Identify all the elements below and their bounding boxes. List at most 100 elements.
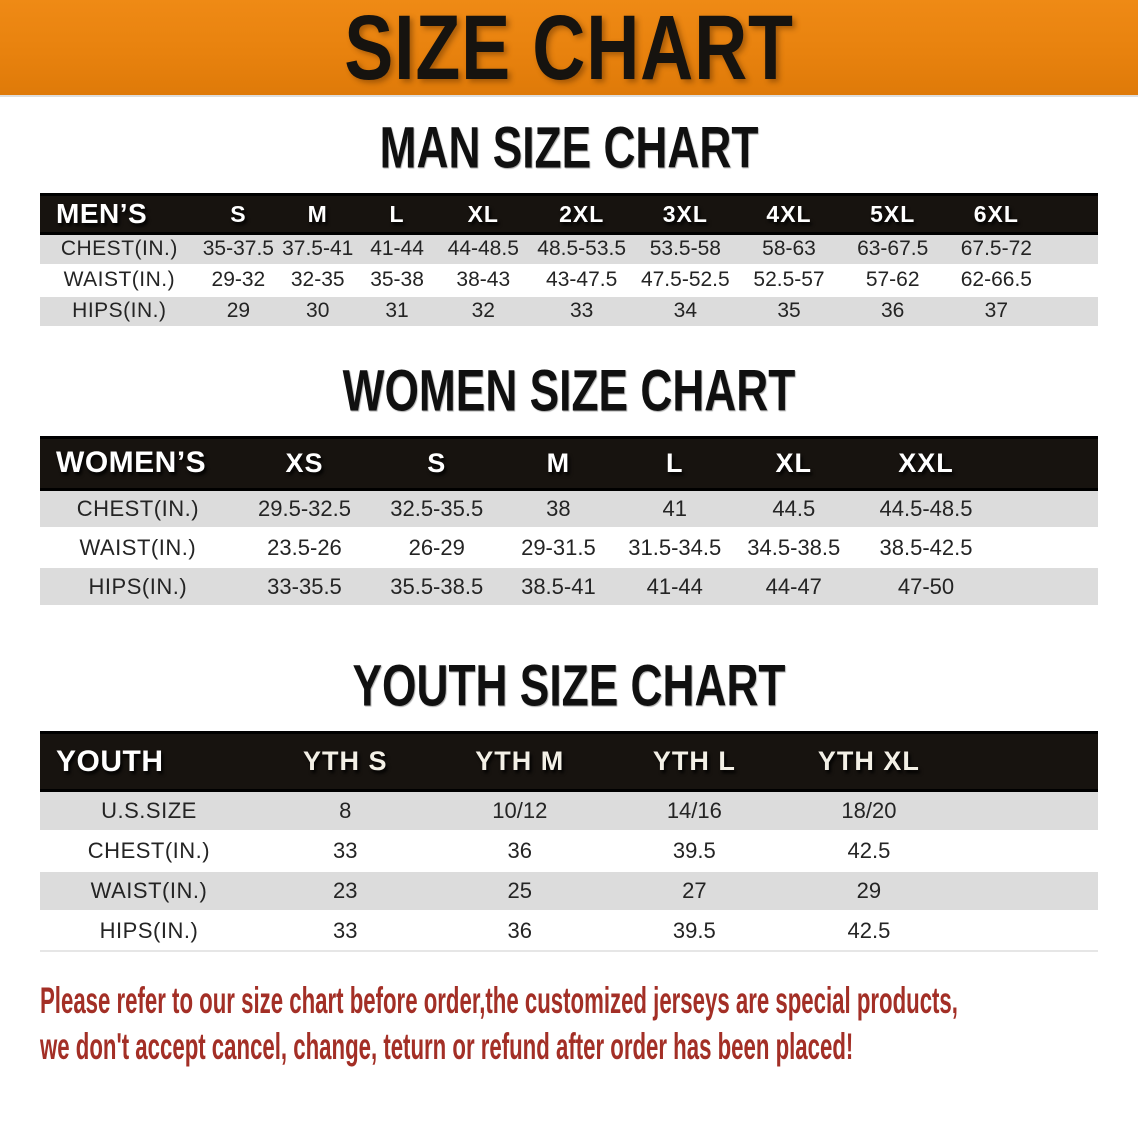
table-cell: 41-44	[616, 566, 733, 607]
row-label: HIPS(IN.)	[40, 294, 199, 328]
banner-title: SIZE CHART	[344, 0, 794, 99]
row-label: U.S.SIZE	[40, 789, 258, 832]
table-cell: 25	[432, 869, 608, 912]
youth-ussize-row: U.S.SIZE 8 10/12 14/16 18/20	[40, 789, 1098, 832]
men-size-col: 6XL	[944, 193, 1049, 235]
row-label: CHEST(IN.)	[40, 232, 199, 266]
spacer-cell	[956, 829, 1098, 872]
table-cell: 37	[944, 294, 1049, 328]
men-hips-row: HIPS(IN.) 29 30 31 32 33 34 35 36 37	[40, 294, 1098, 328]
table-cell: 36	[432, 909, 608, 952]
men-size-col: 4XL	[737, 193, 841, 235]
table-cell: 42.5	[781, 909, 957, 952]
women-header-row: WOMEN’S XS S M L XL XXL	[40, 435, 1098, 491]
table-cell: 67.5-72	[944, 232, 1049, 266]
table-cell: 23.5-26	[235, 527, 374, 568]
disclaimer: Please refer to our size chart before or…	[40, 978, 1138, 1070]
women-size-col: L	[616, 435, 733, 491]
table-cell: 38.5-41	[500, 566, 617, 607]
table-cell: 57-62	[840, 263, 945, 297]
table-cell: 18/20	[781, 789, 957, 832]
table-cell: 44.5-48.5	[854, 488, 998, 529]
table-cell: 31.5-34.5	[616, 527, 733, 568]
youth-hips-row: HIPS(IN.) 33 36 39.5 42.5	[40, 909, 1098, 952]
youth-waist-row: WAIST(IN.) 23 25 27 29	[40, 869, 1098, 912]
table-cell: 47.5-52.5	[633, 263, 738, 297]
size-chart-content: MAN SIZE CHART MEN’S S M L XL 2XL 3XL 4X…	[0, 115, 1138, 1070]
table-cell: 62-66.5	[944, 263, 1049, 297]
spacer-cell	[997, 488, 1098, 529]
table-cell: 32	[436, 294, 530, 328]
women-size-col: S	[373, 435, 501, 491]
youth-header-label: YOUTH	[40, 731, 258, 792]
women-size-col: XXL	[854, 435, 998, 491]
table-cell: 33	[257, 829, 433, 872]
youth-size-table: YOUTH YTH S YTH M YTH L YTH XL U.S.SIZE …	[40, 731, 1098, 952]
row-label: WAIST(IN.)	[40, 263, 199, 297]
table-cell: 37.5-41	[278, 232, 358, 266]
table-cell: 43-47.5	[529, 263, 634, 297]
table-cell: 41-44	[357, 232, 437, 266]
row-label: HIPS(IN.)	[40, 909, 258, 952]
table-cell: 35-38	[357, 263, 437, 297]
table-cell: 39.5	[607, 909, 782, 952]
table-cell: 8	[257, 789, 433, 832]
women-size-table: WOMEN’S XS S M L XL XXL CHEST(IN.) 29.5-…	[40, 435, 1098, 607]
disclaimer-line-1: Please refer to our size chart before or…	[40, 979, 958, 1021]
table-cell: 44.5	[732, 488, 855, 529]
table-cell: 29-32	[198, 263, 279, 297]
spacer-cell	[956, 789, 1098, 832]
spacer-cell	[956, 731, 1098, 792]
men-size-col: L	[357, 193, 437, 235]
table-cell: 53.5-58	[633, 232, 738, 266]
men-waist-row: WAIST(IN.) 29-32 32-35 35-38 38-43 43-47…	[40, 263, 1098, 297]
table-cell: 29	[198, 294, 279, 328]
men-section-title: MAN SIZE CHART	[379, 115, 759, 181]
row-label: HIPS(IN.)	[40, 566, 236, 607]
youth-chest-row: CHEST(IN.) 33 36 39.5 42.5	[40, 829, 1098, 872]
spacer-cell	[997, 566, 1098, 607]
table-cell: 31	[357, 294, 437, 328]
table-cell: 38.5-42.5	[854, 527, 998, 568]
table-cell: 58-63	[737, 232, 841, 266]
men-size-table: MEN’S S M L XL 2XL 3XL 4XL 5XL 6XL CHEST…	[40, 193, 1098, 328]
table-cell: 29-31.5	[500, 527, 617, 568]
table-cell: 23	[257, 869, 433, 912]
men-header-label: MEN’S	[40, 193, 199, 235]
table-cell: 39.5	[607, 829, 782, 872]
table-cell: 14/16	[607, 789, 782, 832]
women-hips-row: HIPS(IN.) 33-35.5 35.5-38.5 38.5-41 41-4…	[40, 566, 1098, 607]
women-chest-row: CHEST(IN.) 29.5-32.5 32.5-35.5 38 41 44.…	[40, 488, 1098, 529]
table-cell: 26-29	[373, 527, 501, 568]
spacer-cell	[997, 435, 1098, 491]
table-cell: 36	[432, 829, 608, 872]
men-size-col: XL	[436, 193, 530, 235]
table-cell: 27	[607, 869, 782, 912]
table-cell: 44-47	[732, 566, 855, 607]
table-cell: 52.5-57	[737, 263, 841, 297]
men-header-row: MEN’S S M L XL 2XL 3XL 4XL 5XL 6XL	[40, 193, 1098, 235]
women-size-col: M	[500, 435, 617, 491]
youth-size-col: YTH M	[432, 731, 608, 792]
spacer-cell	[956, 869, 1098, 912]
women-size-col: XL	[732, 435, 855, 491]
men-size-col: S	[198, 193, 279, 235]
table-cell: 41	[616, 488, 733, 529]
table-cell: 29.5-32.5	[235, 488, 374, 529]
disclaimer-line-2: we don't accept cancel, change, teturn o…	[40, 1025, 854, 1067]
table-cell: 35	[737, 294, 841, 328]
men-size-col: 3XL	[633, 193, 738, 235]
table-cell: 32.5-35.5	[373, 488, 501, 529]
women-size-col: XS	[235, 435, 374, 491]
table-cell: 34.5-38.5	[732, 527, 855, 568]
youth-size-col: YTH XL	[781, 731, 957, 792]
table-cell: 33	[257, 909, 433, 952]
youth-section-title: YOUTH SIZE CHART	[352, 653, 786, 719]
women-section-title: WOMEN SIZE CHART	[342, 358, 796, 423]
women-header-label: WOMEN’S	[40, 435, 236, 491]
table-cell: 48.5-53.5	[529, 232, 634, 266]
men-size-col: 2XL	[529, 193, 634, 235]
men-size-col: M	[278, 193, 358, 235]
table-cell: 38-43	[436, 263, 530, 297]
youth-size-col: YTH L	[607, 731, 782, 792]
